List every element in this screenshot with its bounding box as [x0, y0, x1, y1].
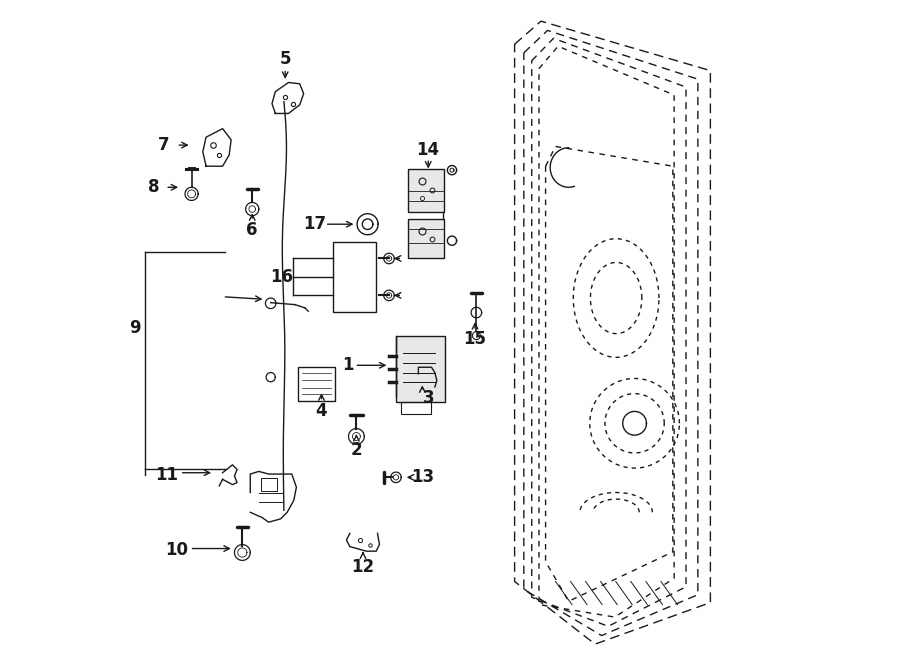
Text: 7: 7: [158, 136, 169, 154]
Text: 11: 11: [155, 465, 178, 484]
Text: 10: 10: [165, 541, 188, 559]
Text: 12: 12: [351, 558, 374, 576]
Text: 5: 5: [279, 50, 291, 68]
Text: 8: 8: [148, 178, 159, 197]
Text: 16: 16: [270, 268, 293, 286]
Text: 15: 15: [464, 330, 487, 348]
Bar: [299, 367, 335, 401]
Bar: [401, 402, 431, 414]
Bar: [333, 242, 376, 312]
Text: 4: 4: [316, 402, 328, 420]
Bar: [396, 336, 446, 402]
Text: 3: 3: [423, 389, 435, 407]
Text: 9: 9: [129, 318, 140, 337]
Bar: [408, 219, 444, 258]
Text: 13: 13: [410, 468, 434, 487]
Text: 14: 14: [417, 141, 440, 159]
Text: 1: 1: [342, 356, 354, 374]
Bar: [261, 478, 277, 491]
Bar: [408, 169, 444, 213]
Text: 17: 17: [303, 215, 327, 233]
Text: 6: 6: [247, 221, 258, 239]
Text: 2: 2: [351, 441, 362, 459]
